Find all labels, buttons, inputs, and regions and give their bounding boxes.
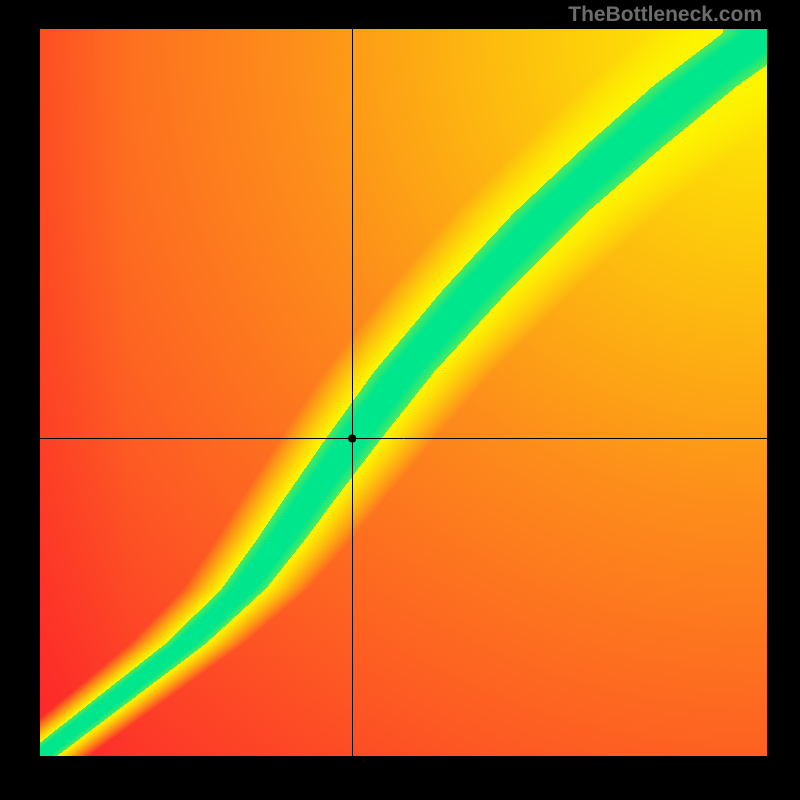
chart-frame: TheBottleneck.com [0,0,800,800]
watermark-text: TheBottleneck.com [568,3,762,27]
heatmap-plot [40,29,767,756]
heatmap-canvas [40,29,767,756]
